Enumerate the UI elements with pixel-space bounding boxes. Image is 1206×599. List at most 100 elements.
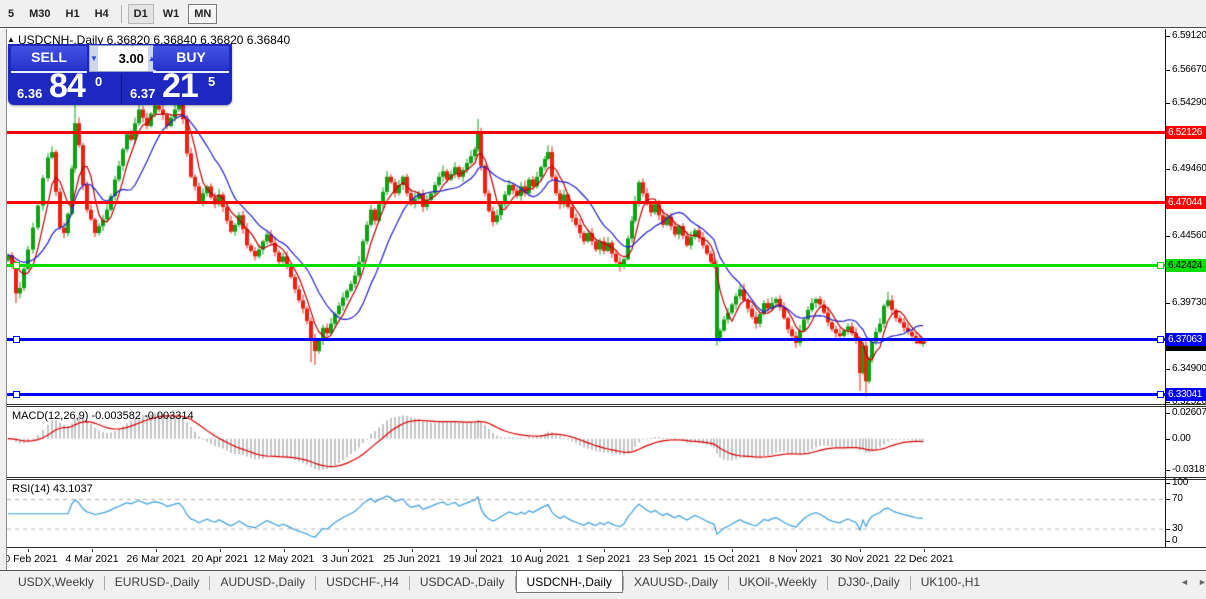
tab-separator [514,576,516,590]
date-label: 10 Feb 2021 [0,553,58,565]
level-line-6.52126[interactable] [7,131,1165,134]
date-label: 15 Oct 2021 [703,553,761,565]
toolbar-separator [120,4,122,23]
tab-separator [408,576,410,590]
volume-input[interactable] [97,46,148,71]
volume-stepper: ▼ ▲ [89,45,156,72]
macd-panel[interactable] [0,407,1206,477]
macd-tick [1165,438,1170,440]
macd-tick [1165,413,1170,415]
panel-splitter[interactable] [0,547,1206,549]
price-tick [1165,169,1170,171]
rsi-tick [1165,499,1170,500]
timeframe-button-m30[interactable]: M30 [29,7,51,20]
rsi-tick-label: 70 [1172,493,1183,504]
macd-tick-label: 0.02607 [1172,407,1206,419]
price-tick-label: 6.59120 [1172,30,1206,42]
level-line-6.33041[interactable] [7,392,1165,396]
date-label: 10 Aug 2021 [510,553,570,565]
date-tick [604,549,605,552]
level-line-handle[interactable] [1157,390,1164,398]
chart-tab-ukoil-[interactable]: UKOil-,Weekly [738,575,817,589]
level-line-6.37063[interactable] [7,337,1165,341]
bid-price[interactable]: 6.36 84 0 [9,67,119,105]
chart-tab-dj30-[interactable]: DJ30-,Daily [837,575,900,589]
buy-underline [153,71,229,73]
price-tick [1165,236,1170,238]
chart-tab-uk100-[interactable]: UK100-,H1 [920,575,981,589]
symbol-ohlc-header: USDCNH-,Daily 6.36820 6.36840 6.36820 6.… [18,33,291,47]
level-line-6.42424[interactable] [7,264,1165,268]
one-click-trading-panel: SELL ▼ ▲ BUY 6.36 84 0 6.37 21 5 [8,44,232,105]
chart-window-border [0,27,1206,30]
rsi-panel[interactable] [0,480,1206,547]
rsi-tick [1165,483,1170,484]
chart-tab-audusd-[interactable]: AUDUSD-,Daily [220,575,306,589]
chart-tab-usdx[interactable]: USDX,Weekly [18,575,94,589]
date-tick [924,549,925,552]
tabs-scroll-left-icon[interactable]: ◄ [1180,577,1189,587]
date-label: 8 Nov 2021 [769,553,823,565]
level-line-6.47044[interactable] [7,200,1165,204]
chart-tab-usdcad-[interactable]: USDCAD-,Daily [419,575,505,589]
volume-decrease-icon[interactable]: ▼ [90,46,98,71]
price-chart-panel[interactable] [0,29,1206,404]
date-tick [348,549,349,552]
level-line-handle[interactable] [1157,335,1164,343]
timeframe-button-h4[interactable]: H4 [94,7,109,20]
timeframe-button-h1[interactable]: H1 [65,7,80,20]
sell-button[interactable]: SELL [11,46,87,70]
buy-button[interactable]: BUY [153,46,229,70]
date-label: 4 Mar 2021 [65,553,119,565]
macd-tick-label: -0.03187 [1172,464,1206,476]
price-tick [1165,401,1170,403]
rsi-tick [1165,528,1170,530]
rsi-tick [1165,541,1170,542]
date-tick [220,549,221,552]
tab-separator [909,576,911,590]
level-line-handle[interactable] [13,262,20,270]
price-tick-label: 6.34900 [1172,362,1206,374]
date-label: 23 Sep 2021 [638,553,698,565]
timeframe-button-mn[interactable]: MN [188,3,218,24]
level-price-badge: 6.47044 [1166,195,1206,209]
level-price-badge: 6.52126 [1166,126,1206,139]
price-tick-label: 6.49460 [1172,163,1206,175]
date-tick [476,549,477,552]
subwindow-collapse-icon[interactable]: ▲ [7,35,15,44]
chart-tab-eurusd-[interactable]: EURUSD-,Daily [114,575,200,589]
level-line-handle[interactable] [13,390,20,398]
bid-price-major: 6.36 [17,86,43,101]
date-label: 1 Sep 2021 [577,553,631,565]
date-axis[interactable]: 10 Feb 2021 4 Mar 2021 26 Mar 2021 20 Apr 2… [0,549,1206,570]
price-tick [1165,102,1170,104]
price-tick-label: 6.39730 [1172,296,1206,308]
bid-price-point: 0 [95,74,103,89]
chart-tab-xauusd-[interactable]: XAUUSD-,Daily [633,575,718,589]
level-line-handle[interactable] [13,335,20,343]
macd-canvas[interactable] [0,407,1206,477]
date-tick [860,549,861,552]
tabs-scroll-right-icon[interactable]: ► [1198,577,1206,587]
level-line-handle[interactable] [1157,262,1164,270]
chart-tab-usdcnh-[interactable]: USDCNH-,Daily [515,571,623,593]
panel-splitter[interactable] [0,477,1206,480]
timeframe-button-5[interactable]: 5 [8,7,15,20]
price-axis-border [1165,29,1166,547]
macd-label: MACD(12,26,9) -0.003582 -0.003314 [12,410,194,422]
ask-price-pips: 21 [162,67,199,105]
level-price-badge: 6.42424 [1166,259,1206,273]
price-tick-label: 6.56670 [1172,64,1206,76]
timeframe-button-w1[interactable]: W1 [162,7,180,20]
rsi-canvas[interactable] [0,480,1206,547]
tab-separator [622,576,624,590]
panel-splitter[interactable] [0,404,1206,407]
volume-increase-icon[interactable]: ▲ [147,46,156,71]
sell-underline [11,71,87,73]
price-tick [1165,70,1170,72]
chart-tab-usdchf-[interactable]: USDCHF-,H4 [326,575,399,589]
date-label: 25 Jun 2021 [383,553,441,565]
ask-price[interactable]: 6.37 21 5 [121,67,232,105]
timeframe-button-d1[interactable]: D1 [127,3,154,24]
